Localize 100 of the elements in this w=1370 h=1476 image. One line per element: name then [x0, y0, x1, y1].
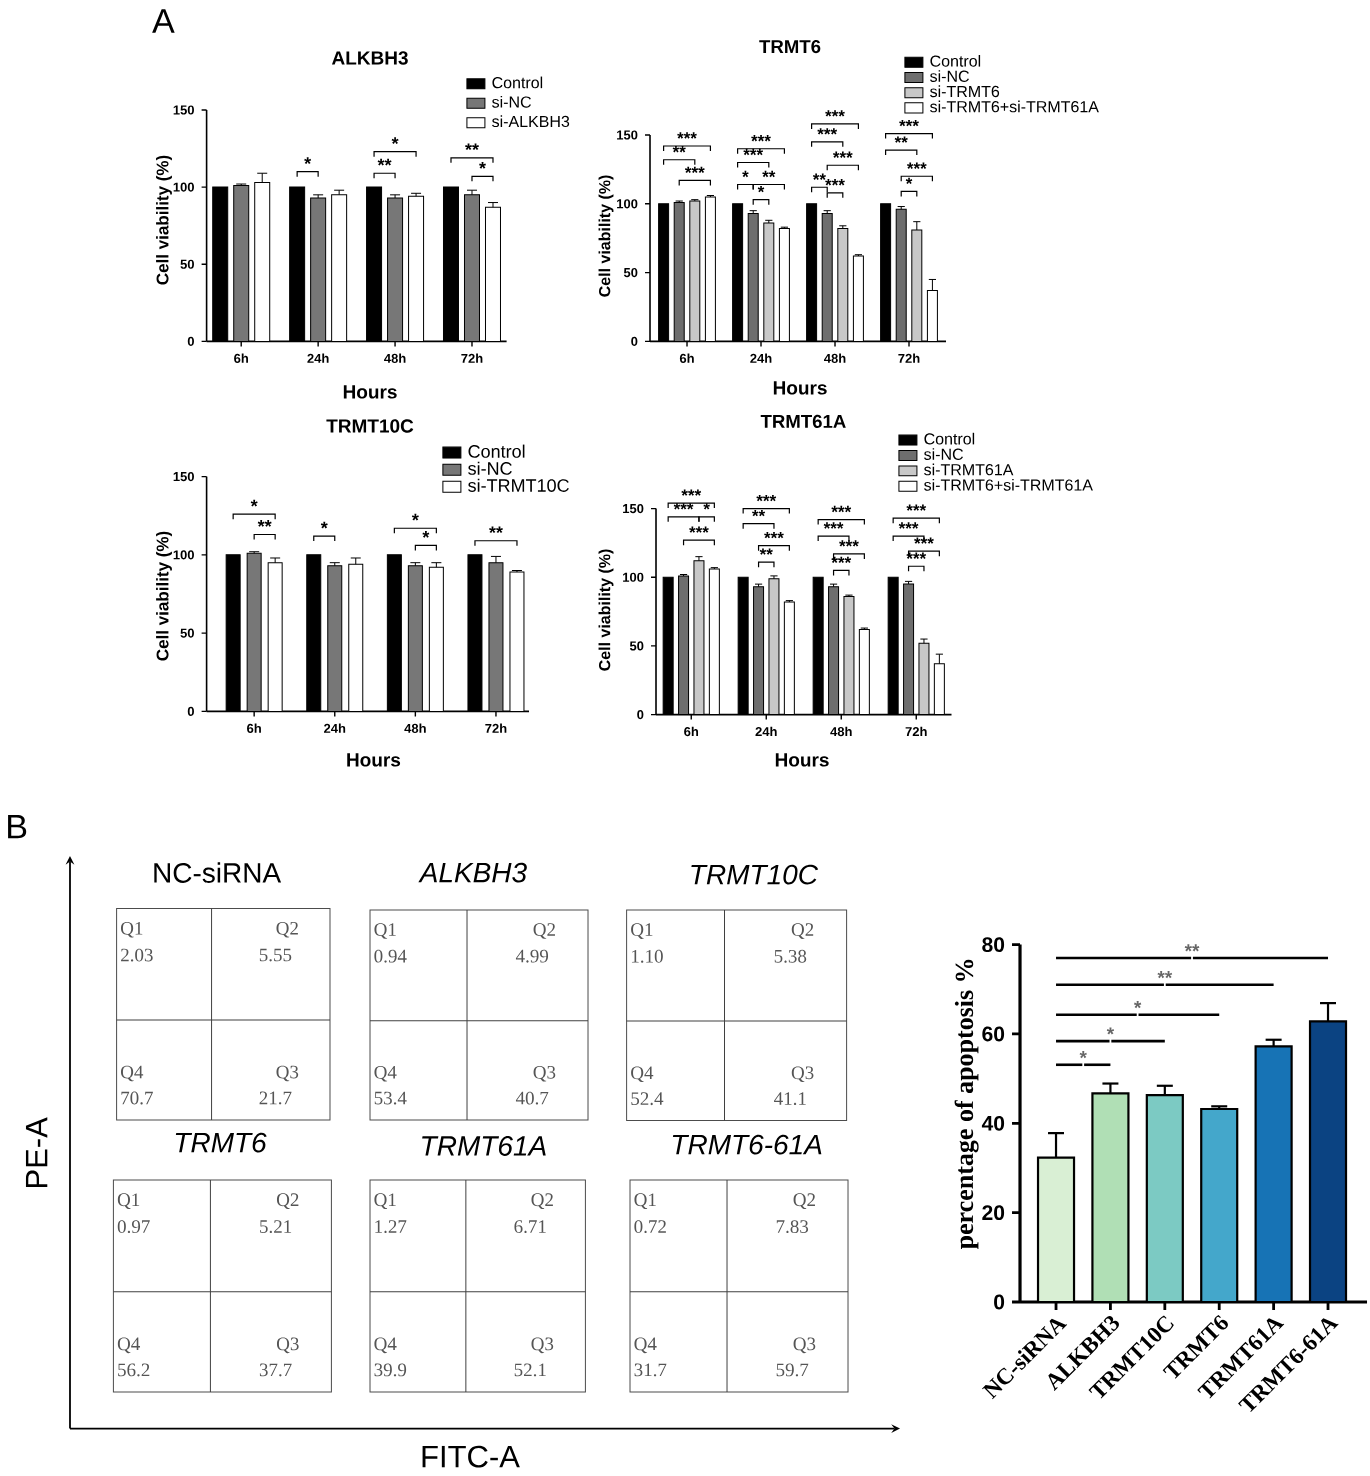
annotation: ***: [673, 503, 694, 510]
annotation: *: [422, 531, 430, 538]
text: NC-siRNA: [154, 862, 282, 883]
text: 1.27: [375, 1220, 407, 1234]
text: 1.10: [631, 949, 663, 963]
annotation: ***: [831, 505, 852, 513]
legend-label: si-ALKBH3: [492, 115, 570, 128]
text: 0.97: [117, 1220, 150, 1234]
annotation: **: [377, 158, 392, 166]
text: ALKBH3: [418, 862, 527, 883]
annotation: **: [257, 520, 272, 527]
annotation: **: [1184, 944, 1200, 952]
text: 6.71: [514, 1220, 546, 1234]
y-axis-title: percentage of apoptosis %: [954, 959, 979, 1250]
annotation: **: [759, 548, 773, 555]
y-axis-title: Cell viability (%): [156, 531, 172, 661]
legend-label: si-TRMT6+si-TRMT61A: [924, 478, 1093, 491]
chart-title: TRMT10C: [326, 419, 414, 433]
text: Q2: [276, 1193, 299, 1210]
text: 0.94: [374, 949, 407, 963]
text: Q2: [531, 1193, 553, 1210]
chart-title: TRMT6: [759, 39, 821, 54]
annotation: ***: [684, 166, 705, 174]
text: TRMT10C: [691, 864, 819, 885]
text: Q1: [374, 1193, 396, 1210]
annotation: **: [762, 170, 776, 178]
text: Q2: [533, 923, 555, 939]
legend-label: si-NC: [468, 461, 512, 475]
y-axis-title: Cell viability (%): [598, 175, 614, 297]
legend-label: Control: [924, 432, 975, 445]
x-axis-title: Hours: [347, 753, 401, 767]
text: Q1: [374, 923, 396, 939]
y-tick-label: 20: [982, 1205, 1005, 1221]
text: 39.9: [374, 1363, 407, 1377]
legend-label: si-TRMT61A: [924, 463, 1014, 476]
text: ***: [817, 128, 838, 135]
annotation: *: [411, 513, 419, 521]
annotation: *: [391, 137, 399, 144]
legend-label: si-NC: [492, 95, 531, 108]
text: 70.7: [121, 1091, 153, 1105]
text: A: [152, 9, 175, 33]
text: TRMT6: [175, 1132, 267, 1153]
annotation: *: [304, 157, 312, 165]
annotation: **: [465, 143, 479, 151]
text: 37.7: [259, 1363, 292, 1377]
text: 0.72: [634, 1220, 666, 1234]
text: Q3: [533, 1065, 556, 1082]
text: Q2: [276, 921, 298, 938]
y-tick-label: 80: [982, 937, 1005, 953]
text: Q4: [117, 1337, 141, 1354]
text: 41.1: [774, 1092, 806, 1106]
text: Q2: [791, 923, 814, 939]
text: 5.21: [260, 1220, 292, 1234]
x-axis-title: Hours: [775, 753, 829, 767]
annotation: ***: [839, 540, 859, 547]
annotation: *: [1133, 1001, 1142, 1009]
text: B: [8, 814, 27, 839]
text: Q1: [631, 923, 653, 939]
x-axis-title: Hours: [343, 385, 397, 399]
y-axis-title: Cell viability (%): [598, 549, 614, 671]
annotation: ***: [751, 135, 771, 142]
text: 40.7: [515, 1091, 549, 1105]
annotation: **: [812, 173, 826, 180]
text: Q3: [276, 1065, 299, 1082]
annotation: **: [894, 136, 908, 143]
text: PE-A: [25, 1117, 48, 1188]
annotation: **: [672, 146, 686, 153]
annotation: ***: [898, 522, 919, 529]
text: Q2: [793, 1193, 815, 1210]
text: Q3: [531, 1337, 554, 1354]
annotation: ***: [832, 151, 853, 158]
annotation: **: [1157, 971, 1173, 979]
text: FITC-A: [422, 1445, 520, 1468]
text: Q4: [634, 1337, 657, 1354]
annotation: ***: [764, 531, 784, 539]
text: ***: [681, 489, 702, 496]
legend-label: si-NC: [924, 448, 963, 460]
text: 5.38: [774, 949, 807, 963]
annotation: *: [703, 503, 710, 510]
annotation: ***: [906, 504, 927, 511]
text: 21.7: [259, 1091, 292, 1105]
annotation: **: [752, 509, 766, 517]
text: Q4: [631, 1066, 654, 1083]
annotation: **: [489, 526, 503, 534]
annotation: *: [479, 161, 486, 169]
annotation: ***: [689, 526, 709, 533]
legend-label: Control: [930, 54, 981, 67]
annotation: ***: [677, 132, 697, 139]
annotation: ***: [906, 162, 927, 169]
legend-label: si-TRMT6: [930, 85, 1000, 98]
annotation: ***: [743, 148, 764, 156]
text: 52.1: [514, 1363, 546, 1377]
annotation: ***: [825, 179, 845, 186]
text: ***: [899, 119, 919, 127]
text: Q3: [793, 1337, 816, 1354]
annotation: ***: [823, 522, 844, 529]
text: Q1: [634, 1193, 656, 1210]
y-tick-label: 40: [981, 1115, 1005, 1131]
annotation: *: [1079, 1051, 1087, 1059]
legend-label: si-TRMT6+si-TRMT61A: [930, 100, 1099, 113]
